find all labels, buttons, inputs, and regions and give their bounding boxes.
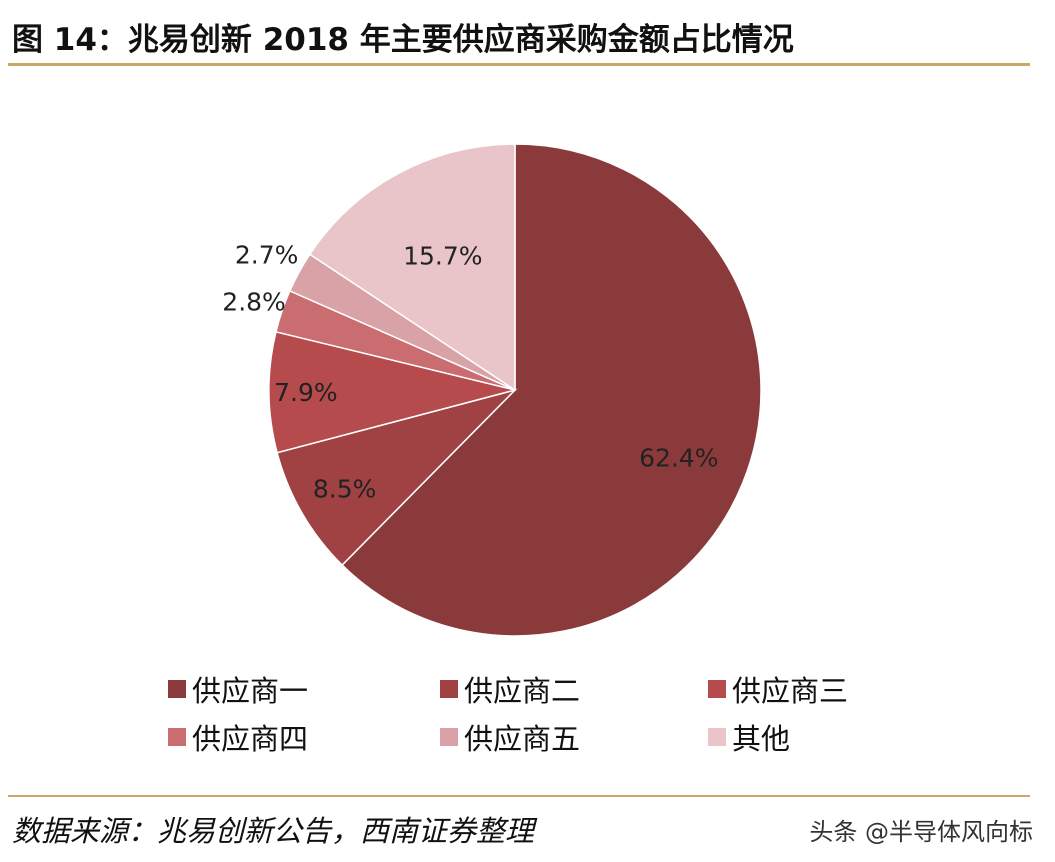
legend-label: 其他 — [732, 722, 791, 756]
legend-swatch — [440, 680, 458, 698]
legend-item: 其他 — [708, 716, 908, 758]
pie-slice-3 — [268, 330, 516, 454]
legend-swatch — [168, 728, 186, 746]
data-label-5: 2.7% — [235, 240, 299, 269]
legend: 供应商一 供应商二 供应商三供应商四 供应商五 其他 — [168, 668, 888, 758]
legend-label: 供应商一 — [192, 674, 309, 708]
data-label-1: 62.4% — [639, 443, 718, 472]
legend-item: 供应商四 — [168, 716, 440, 758]
data-label-2: 8.5% — [313, 475, 377, 504]
legend-label: 供应商三 — [732, 674, 849, 708]
data-label-4: 2.8% — [222, 288, 286, 317]
watermark: 头条 @半导体风向标 — [809, 818, 1033, 846]
legend-swatch — [708, 680, 726, 698]
legend-item: 供应商一 — [168, 668, 440, 710]
legend-item: 供应商五 — [440, 716, 708, 758]
legend-swatch — [168, 680, 186, 698]
legend-label: 供应商四 — [192, 722, 309, 756]
legend-swatch — [708, 728, 726, 746]
chart-title: 图 14：兆易创新 2018 年主要供应商采购金额占比情况 — [12, 22, 794, 58]
source-divider — [8, 795, 1030, 797]
legend-swatch — [440, 728, 458, 746]
pie-slice-1 — [341, 143, 762, 637]
data-label-3: 7.9% — [274, 378, 338, 407]
data-label-6: 15.7% — [403, 242, 482, 271]
legend-label: 供应商二 — [464, 674, 581, 708]
title-divider — [8, 63, 1030, 66]
source-note: 数据来源：兆易创新公告，西南证券整理 — [12, 814, 535, 848]
legend-label: 供应商五 — [464, 722, 581, 756]
legend-item: 供应商三 — [708, 668, 908, 710]
pie-slice-2 — [276, 388, 518, 567]
legend-item: 供应商二 — [440, 668, 708, 710]
pie-slice-6 — [308, 143, 516, 392]
